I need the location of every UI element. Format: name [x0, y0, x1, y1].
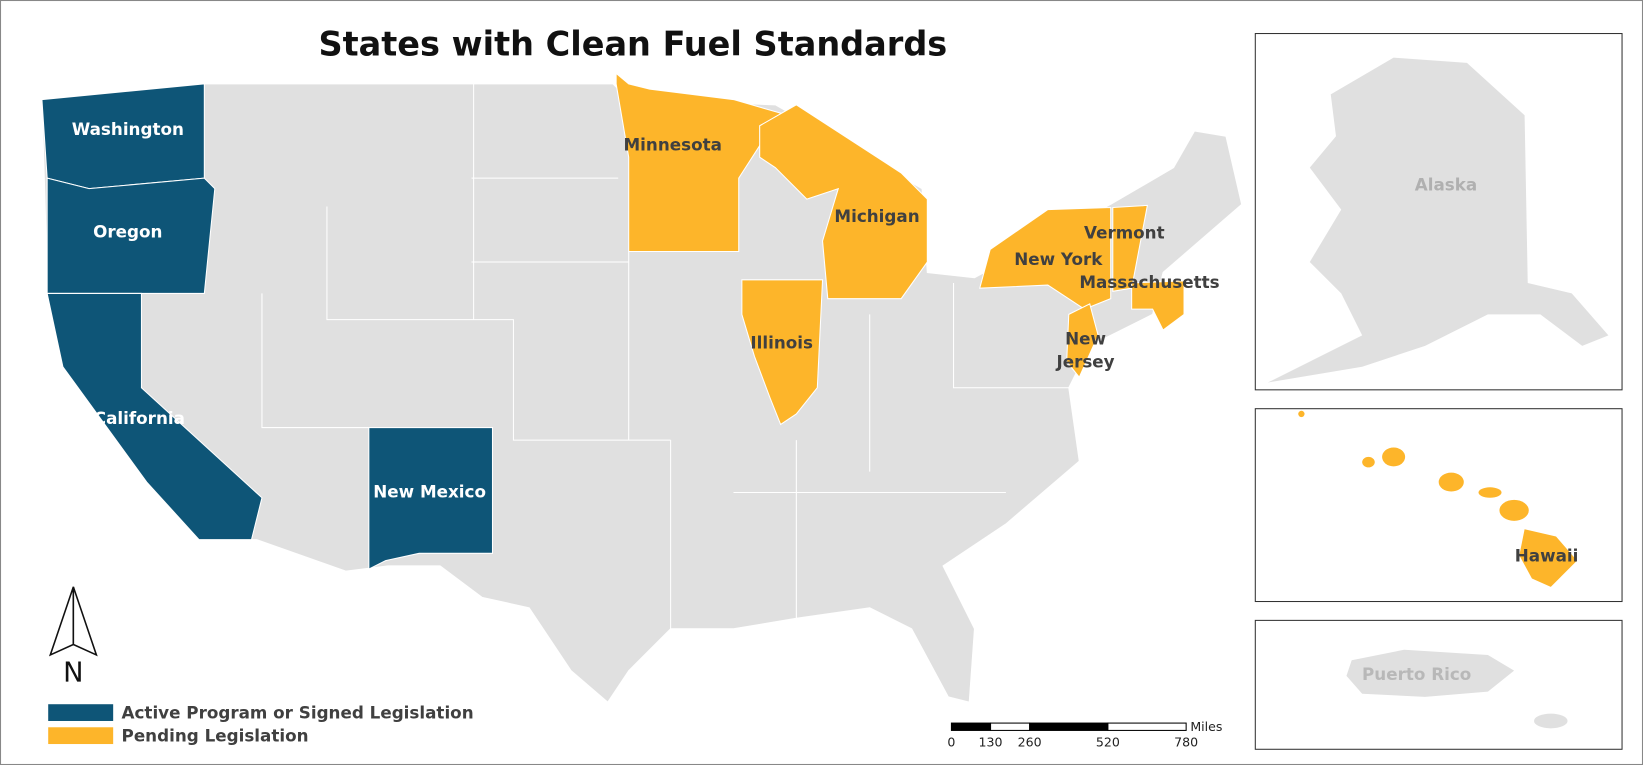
state-label: New York [1014, 249, 1103, 269]
alaska-shape [1267, 57, 1609, 383]
state-label: Massachusetts [1079, 272, 1219, 292]
scale-tick-label: 780 [1174, 734, 1198, 749]
state-borders [261, 83, 1069, 629]
state-shape [979, 206, 1112, 310]
state-label: California [94, 408, 185, 428]
state-shape [1066, 303, 1099, 379]
north-arrow: N [48, 586, 98, 688]
legend-swatch [48, 704, 114, 721]
state-shape [615, 72, 782, 253]
state-shape [1131, 280, 1185, 331]
state-label: Illinois [750, 333, 813, 353]
island-shape [1534, 713, 1568, 729]
state-label: New Jersey [1056, 329, 1115, 372]
state-label: Washington [72, 119, 184, 139]
scale-unit: Miles [1190, 719, 1222, 734]
legend-label: Active Program or Signed Legislation [122, 703, 474, 723]
legend-swatch [48, 727, 114, 745]
inset-label: Hawaii [1515, 545, 1579, 565]
state-shape [741, 279, 824, 426]
scale-tick-label: 130 [979, 734, 1003, 749]
state-shape [368, 427, 494, 570]
state-shape [759, 104, 928, 300]
state-label: Vermont [1084, 223, 1165, 243]
inset-label: Alaska [1415, 174, 1477, 194]
state-label: Oregon [93, 222, 162, 242]
legend: Active Program or Signed Legislation Pend… [48, 703, 474, 746]
scale-segment [1107, 722, 1187, 731]
puerto-rico-shape [1346, 649, 1515, 697]
scale-tick-label: 260 [1018, 734, 1042, 749]
inset-label: Puerto Rico [1362, 664, 1471, 684]
north-label: N [63, 657, 83, 688]
scale-segment [1029, 722, 1109, 731]
state-shape [46, 292, 263, 541]
scale-tick-label: 0 [947, 734, 955, 749]
states [41, 72, 1185, 570]
scale-tick-label: 520 [1096, 734, 1120, 749]
state-label: Minnesota [624, 135, 722, 155]
us-base [41, 83, 1243, 703]
inset-frame [1254, 408, 1623, 603]
state-label: Michigan [834, 206, 919, 226]
scale-segment [950, 722, 992, 731]
hawaii-islands [1298, 410, 1577, 587]
state-label: New Mexico [373, 482, 486, 502]
scale-segment [990, 722, 1031, 731]
map-title: States with Clean Fuel Standards [319, 25, 948, 64]
legend-label: Pending Legislation [122, 726, 309, 746]
